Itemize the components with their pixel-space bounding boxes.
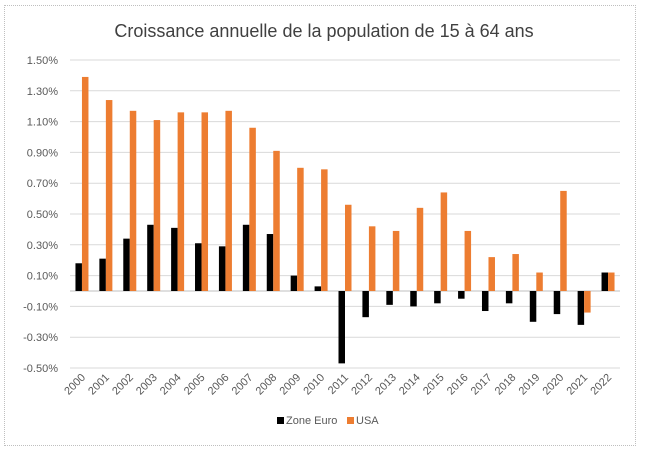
x-tick-label: 2009 — [277, 372, 303, 398]
legend-label-usa: USA — [356, 415, 379, 427]
y-tick-label: 1.50% — [27, 55, 58, 67]
bar-usa-2019 — [536, 272, 543, 291]
bar-zone-euro-2003 — [147, 224, 154, 291]
x-tick-label: 2002 — [110, 372, 136, 398]
x-tick-label: 2000 — [62, 372, 88, 398]
y-tick-label: 1.10% — [27, 117, 58, 129]
y-tick-label: 0.70% — [27, 178, 58, 190]
bar-usa-2004 — [177, 112, 185, 291]
x-tick-label: 2021 — [564, 372, 590, 398]
x-tick-label: 2017 — [469, 372, 495, 398]
bar-usa-2005 — [201, 112, 209, 291]
x-tick-label: 2004 — [158, 372, 184, 398]
bar-usa-2006 — [225, 110, 232, 291]
x-tick-label: 2007 — [230, 372, 256, 398]
bar-usa-2021 — [584, 291, 591, 313]
bar-zone-euro-2010 — [314, 286, 322, 291]
bar-zone-euro-2005 — [195, 243, 202, 291]
y-tick-label: 0.50% — [27, 209, 58, 221]
y-axis-ticks: 1.50% 1.30% 1.10% 0.90% 0.70% 0.50% 0.30% 0.10%… — [23, 55, 58, 375]
legend-label-zone-euro: Zone Euro — [286, 415, 337, 427]
bar-zone-euro-2013 — [386, 291, 393, 305]
bar-usa-2010 — [321, 169, 328, 291]
bar-usa-2011 — [345, 204, 352, 291]
bar-usa-2012 — [368, 226, 376, 291]
bar-zone-euro-2006 — [218, 246, 226, 291]
bar-zone-euro-2014 — [410, 291, 417, 307]
chart-title: Croissance annuelle de la population de … — [114, 21, 533, 41]
bar-zone-euro-2016 — [458, 291, 465, 299]
bar-usa-2014 — [416, 207, 424, 291]
bar-usa-2009 — [297, 167, 304, 291]
bar-zone-euro-2017 — [481, 291, 489, 312]
x-tick-label: 2020 — [541, 372, 567, 398]
bar-zone-euro-2009 — [290, 275, 298, 291]
x-tick-label: 2012 — [349, 372, 375, 398]
x-tick-label: 2010 — [301, 372, 327, 398]
bar-zone-euro-2018 — [505, 291, 513, 304]
bars — [75, 76, 615, 364]
bar-usa-2022 — [608, 272, 615, 291]
x-tick-label: 2011 — [326, 372, 351, 397]
x-tick-label: 2003 — [134, 372, 160, 398]
bar-usa-2015 — [440, 192, 448, 291]
y-tick-label: 1.30% — [27, 86, 58, 98]
x-tick-label: 2022 — [588, 372, 614, 398]
bar-usa-2017 — [488, 257, 495, 291]
bar-usa-2002 — [129, 110, 137, 291]
bar-zone-euro-2007 — [242, 224, 250, 291]
bar-usa-2001 — [105, 100, 113, 291]
bar-usa-2007 — [249, 127, 256, 291]
bar-usa-2000 — [81, 76, 89, 291]
y-tick-label: 0.10% — [27, 271, 58, 283]
bar-zone-euro-2004 — [171, 227, 178, 291]
x-tick-label: 2015 — [421, 372, 447, 398]
legend-swatch-zone-euro — [277, 417, 284, 424]
x-tick-label: 2001 — [86, 372, 112, 398]
bar-zone-euro-2008 — [266, 234, 274, 291]
bar-zone-euro-2021 — [577, 291, 585, 325]
bar-usa-2008 — [273, 150, 280, 291]
bar-zone-euro-2011 — [338, 291, 345, 364]
legend-swatch-usa — [347, 417, 354, 424]
y-tick-label: 0.90% — [27, 147, 58, 159]
bar-zone-euro-2012 — [362, 291, 369, 318]
bar-zone-euro-2022 — [601, 272, 609, 291]
legend: Zone Euro USA — [277, 415, 379, 427]
x-tick-label: 2006 — [206, 372, 232, 398]
bar-usa-2013 — [392, 230, 400, 291]
bar-zone-euro-2001 — [99, 258, 106, 291]
bar-zone-euro-2020 — [553, 291, 561, 315]
bar-usa-2018 — [512, 254, 519, 291]
y-tick-label: -0.10% — [23, 301, 58, 313]
bar-zone-euro-2015 — [434, 291, 441, 304]
x-axis-ticks: 2000200120022003200420052006200720082009… — [62, 372, 614, 398]
x-tick-label: 2014 — [397, 372, 423, 398]
bar-zone-euro-2019 — [529, 291, 537, 322]
x-tick-label: 2008 — [254, 372, 280, 398]
bar-usa-2003 — [153, 120, 161, 291]
x-tick-label: 2005 — [182, 372, 208, 398]
bar-usa-2016 — [464, 230, 472, 291]
y-tick-label: -0.30% — [23, 332, 58, 344]
bar-zone-euro-2000 — [75, 263, 82, 291]
x-tick-label: 2016 — [445, 372, 471, 398]
x-tick-label: 2018 — [493, 372, 519, 398]
bar-usa-2020 — [560, 190, 567, 291]
bar-zone-euro-2002 — [123, 238, 130, 291]
y-tick-label: -0.50% — [23, 363, 58, 375]
x-tick-label: 2019 — [517, 372, 543, 398]
y-tick-label: 0.30% — [27, 240, 58, 252]
x-tick-label: 2013 — [373, 372, 399, 398]
